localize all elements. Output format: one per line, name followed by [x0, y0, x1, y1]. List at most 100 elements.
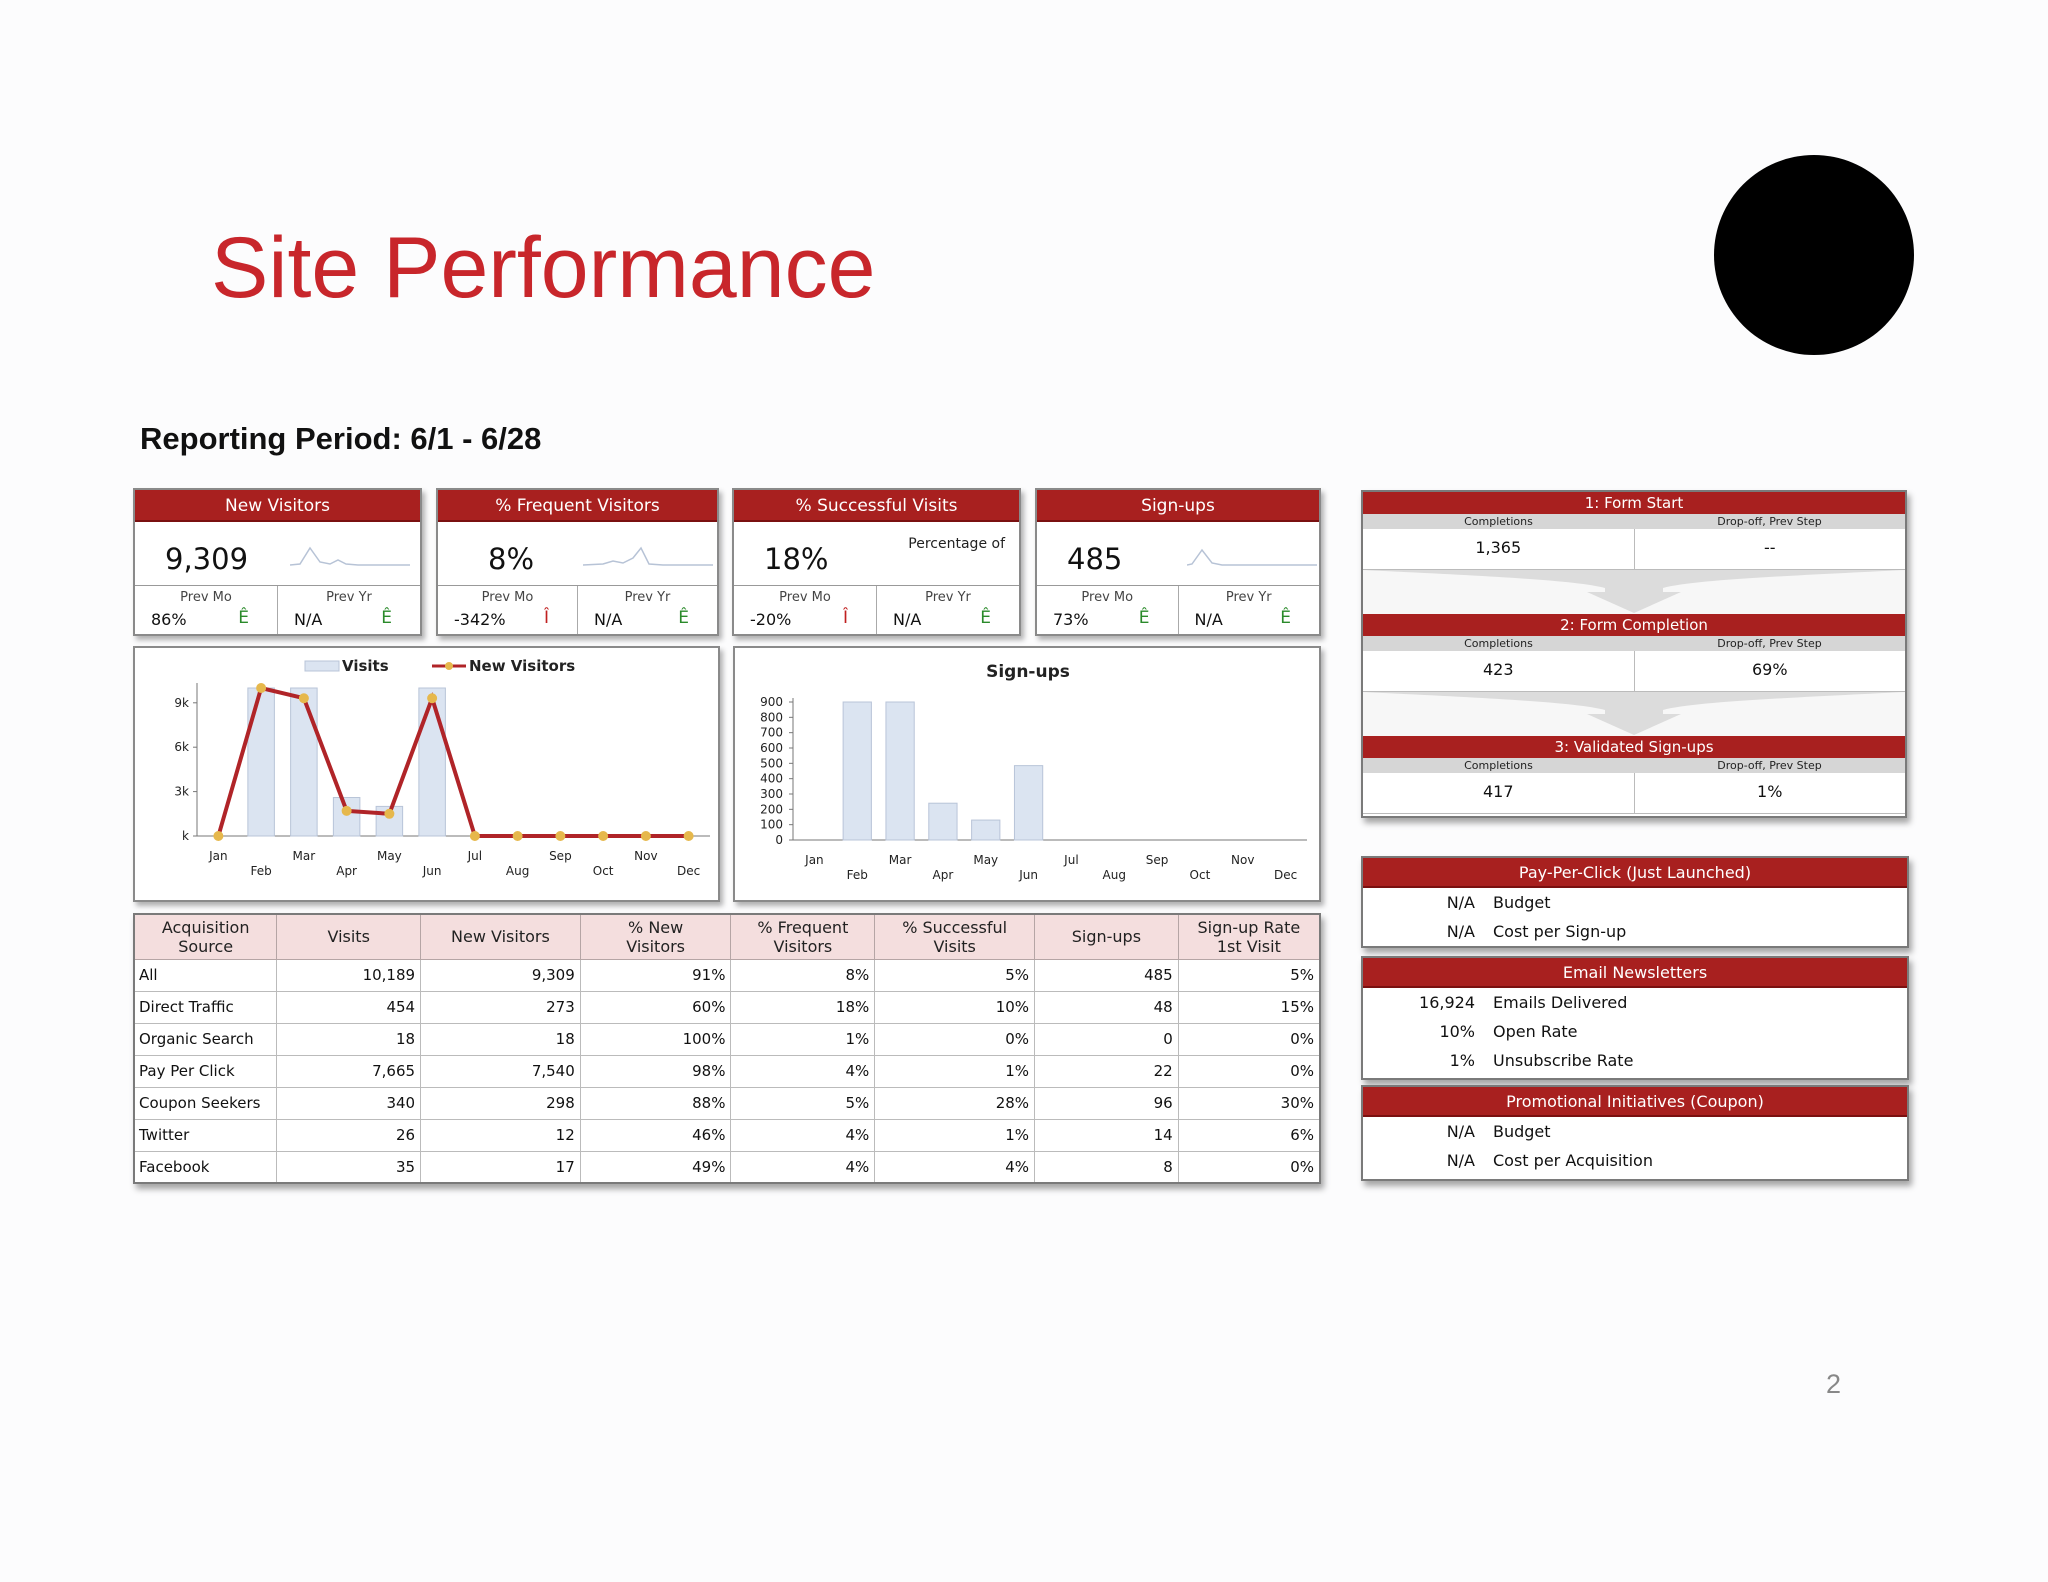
promo-value: N/A — [1446, 1151, 1475, 1170]
table-cell: 340 — [276, 1086, 422, 1120]
trend-up-icon: Ê — [980, 608, 991, 628]
trend-down-icon: Î — [543, 608, 549, 628]
table-row: Direct Traffic 454 273 60% 18% 10% 48 15% — [133, 990, 1321, 1024]
y-tick-label: 9k — [174, 696, 189, 710]
kpi-value: 9,309 — [165, 542, 249, 576]
y-tick-label: 300 — [760, 787, 783, 801]
point-new-visitors — [683, 831, 694, 841]
y-tick-label: 700 — [760, 726, 783, 740]
table-cell: 0% — [874, 1022, 1036, 1056]
row-source: Coupon Seekers — [133, 1086, 278, 1120]
table-cell: 60% — [579, 990, 732, 1024]
point-new-visitors — [341, 805, 352, 816]
table-row: Facebook 35 17 49% 4% 4% 8 0% — [133, 1150, 1321, 1184]
table-cell: 5% — [1177, 958, 1321, 992]
ppc-title: Pay-Per-Click (Just Launched) — [1363, 858, 1907, 888]
funnel-step-title: 1: Form Start — [1363, 492, 1905, 514]
email-value: 10% — [1439, 1022, 1475, 1041]
point-new-visitors — [512, 831, 523, 841]
x-tick-label: Oct — [1190, 868, 1211, 882]
bar-signups — [928, 802, 958, 841]
sparkline-icon — [583, 546, 713, 566]
table-row: Coupon Seekers 340 298 88% 5% 28% 96 30% — [133, 1086, 1321, 1120]
funnel-col-label: Completions — [1464, 515, 1533, 528]
table-cell: 454 — [276, 990, 422, 1024]
kpi-title: % Successful Visits — [734, 490, 1019, 522]
funnel-col-label: Completions — [1464, 637, 1533, 650]
column-header: New Visitors — [420, 913, 581, 960]
point-new-visitors — [213, 831, 224, 841]
kpi-title: New Visitors — [135, 490, 420, 522]
table-cell: 100% — [579, 1022, 732, 1056]
funnel-completions: 1,365 — [1363, 529, 1635, 570]
column-header: Acquisition Source — [133, 913, 278, 960]
x-tick-label: Feb — [847, 868, 868, 882]
funnel-step-title: 3: Validated Sign-ups — [1363, 736, 1905, 758]
chart-title: Sign-ups — [986, 662, 1070, 682]
table-cell: 28% — [874, 1086, 1036, 1120]
visits-chart: Visits New Visitors 9k 6k 3k k Jan Feb Mar Apr May… — [133, 646, 720, 902]
trend-up-icon: Ê — [1138, 608, 1150, 628]
y-tick-label: 600 — [760, 741, 783, 755]
email-label: Emails Delivered — [1493, 993, 1628, 1012]
funnel-col-label: Drop-off, Prev Step — [1717, 637, 1822, 650]
table-cell: 10% — [874, 990, 1036, 1024]
kpi-prev-yr-label: Prev Yr — [326, 590, 372, 605]
x-tick-label: Nov — [1231, 853, 1254, 867]
acquisition-table: Acquisition Source Visits New Visitors % … — [133, 913, 1321, 1184]
kpi-prev-yr-value: N/A — [594, 610, 623, 629]
funnel-step: 2: Form Completion Completions Drop-off, … — [1363, 614, 1905, 692]
table-row: Twitter 26 12 46% 4% 1% 14 6% — [133, 1118, 1321, 1152]
promo-row: N/A Budget — [1363, 1117, 1907, 1146]
kpi-prev-mo-label: Prev Mo — [180, 590, 232, 605]
table-cell: 4% — [730, 1118, 876, 1152]
funnel-completions: 423 — [1363, 651, 1635, 692]
x-tick-label: Jan — [804, 853, 824, 867]
x-tick-label: Jun — [1018, 868, 1038, 882]
ppc-label: Cost per Sign-up — [1493, 922, 1627, 941]
kpi-prev-mo-value: -20% — [750, 610, 792, 629]
column-header: % Frequent Visitors — [730, 913, 876, 960]
y-tick-label: 0 — [775, 833, 783, 847]
table-cell: 88% — [579, 1086, 732, 1120]
y-tick-label: 800 — [760, 710, 783, 724]
x-tick-label: Nov — [634, 849, 657, 863]
table-row: Pay Per Click 7,665 7,540 98% 4% 1% 22 0% — [133, 1054, 1321, 1088]
table-cell: 14 — [1034, 1118, 1179, 1152]
table-cell: 5% — [730, 1086, 876, 1120]
x-tick-label: Mar — [889, 853, 912, 867]
visits-chart-svg: Visits New Visitors 9k 6k 3k k Jan Feb Mar Apr May… — [174, 657, 710, 878]
kpi-value: 485 — [1067, 542, 1123, 576]
row-source: Pay Per Click — [133, 1054, 278, 1088]
kpi-prev-yr: Prev Yr N/A Ê — [877, 586, 1019, 634]
funnel-dropoff: 69% — [1634, 651, 1905, 692]
funnel-arrow — [1363, 570, 1905, 614]
table-cell: 0% — [1177, 1054, 1321, 1088]
funnel-arrow-icon — [1363, 692, 1905, 735]
kpi-successful-visits: % Successful Visits 18% Percentage of Pr… — [732, 488, 1021, 636]
ppc-value: N/A — [1446, 922, 1475, 941]
x-tick-label: Aug — [506, 864, 529, 878]
table-cell: 48 — [1034, 990, 1179, 1024]
y-tick-label: k — [182, 829, 189, 843]
kpi-prev-yr: Prev Yr N/A Ê — [578, 586, 717, 634]
promo-panel: Promotional Initiatives (Coupon) N/A Budg… — [1361, 1085, 1909, 1181]
table-cell: 12 — [420, 1118, 581, 1152]
x-tick-label: Aug — [1103, 868, 1126, 882]
kpi-prev-mo-value: 73% — [1053, 610, 1089, 629]
table-cell: 1% — [874, 1118, 1036, 1152]
table-cell: 9,309 — [420, 958, 581, 992]
kpi-main: 9,309 — [135, 522, 420, 586]
y-tick-label: 400 — [760, 772, 783, 786]
kpi-prev-yr-label: Prev Yr — [624, 590, 671, 605]
ppc-panel: Pay-Per-Click (Just Launched) N/A Budget … — [1361, 856, 1909, 948]
point-new-visitors — [555, 831, 566, 841]
x-tick-label: Jul — [1063, 853, 1078, 867]
legend-label-new-visitors: New Visitors — [469, 657, 575, 675]
signups-chart: Sign-ups 900 800 700 600 500 400 300 200 100 0 Jan F… — [733, 646, 1321, 902]
email-row: 16,924 Emails Delivered — [1363, 988, 1907, 1017]
kpi-prev-yr: Prev Yr N/A Ê — [278, 586, 420, 634]
trend-up-icon: Ê — [678, 608, 689, 628]
kpi-prev-mo: Prev Mo -20% Î — [734, 586, 877, 634]
